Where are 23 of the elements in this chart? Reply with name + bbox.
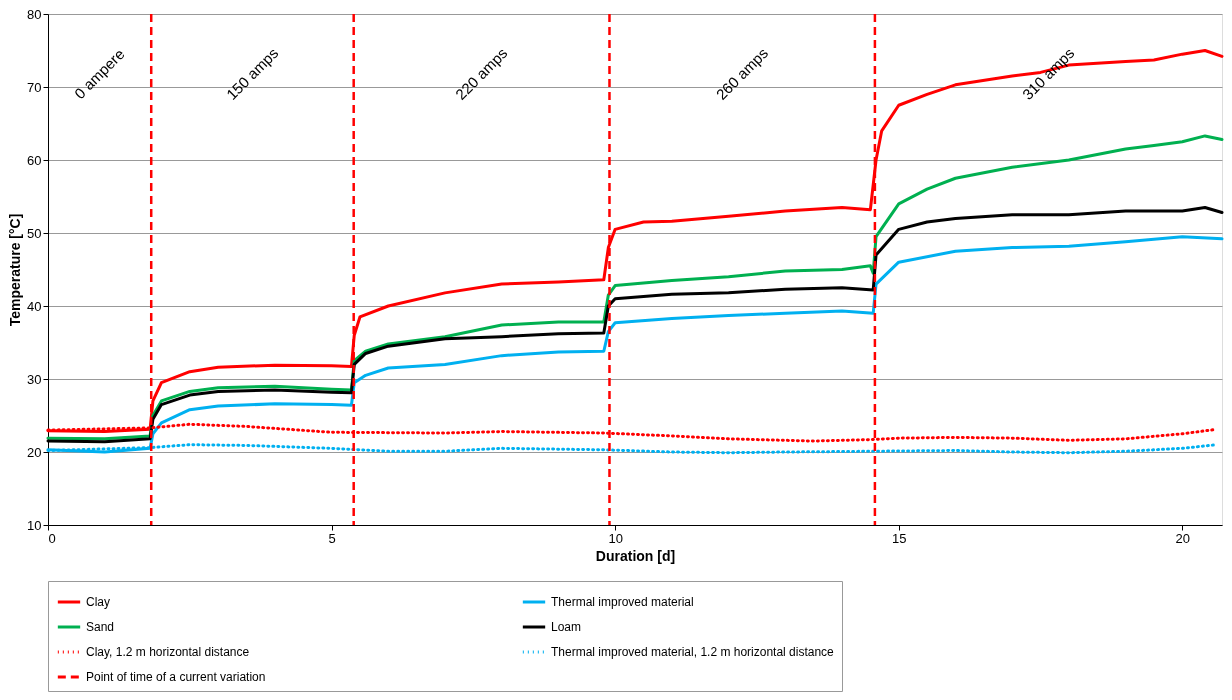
legend-label: Clay, 1.2 m horizontal distance — [86, 645, 250, 659]
x-axis-title: Duration [d] — [595, 547, 676, 564]
y-tick-label: 50 — [27, 225, 42, 241]
y-tick-label: 70 — [27, 79, 42, 95]
x-tick-label: 10 — [608, 530, 623, 546]
y-axis-title: Temperature [°C] — [7, 213, 24, 327]
x-tick-label: 20 — [1175, 530, 1191, 546]
legend-label: Sand — [86, 620, 115, 634]
y-tick-label: 30 — [27, 371, 42, 387]
y-tick-label: 20 — [27, 444, 42, 460]
legend-label: Clay — [86, 595, 111, 609]
legend-label: Thermal improved material, 1.2 m horizontal distance — [551, 645, 835, 659]
y-tick-label: 40 — [27, 298, 42, 314]
y-tick-label: 80 — [27, 6, 42, 22]
y-tick-label: 10 — [27, 517, 42, 533]
x-tick-label: 15 — [891, 530, 907, 546]
legend-label: Point of time of a current variation — [86, 670, 266, 684]
y-tick-label: 60 — [27, 152, 42, 168]
x-tick-label: 0 — [48, 530, 56, 546]
line-series — [46, 134, 1224, 441]
legend-label: Loam — [551, 620, 582, 634]
x-tick-label: 5 — [328, 530, 336, 546]
legend-label: Thermal improved material — [551, 595, 694, 609]
